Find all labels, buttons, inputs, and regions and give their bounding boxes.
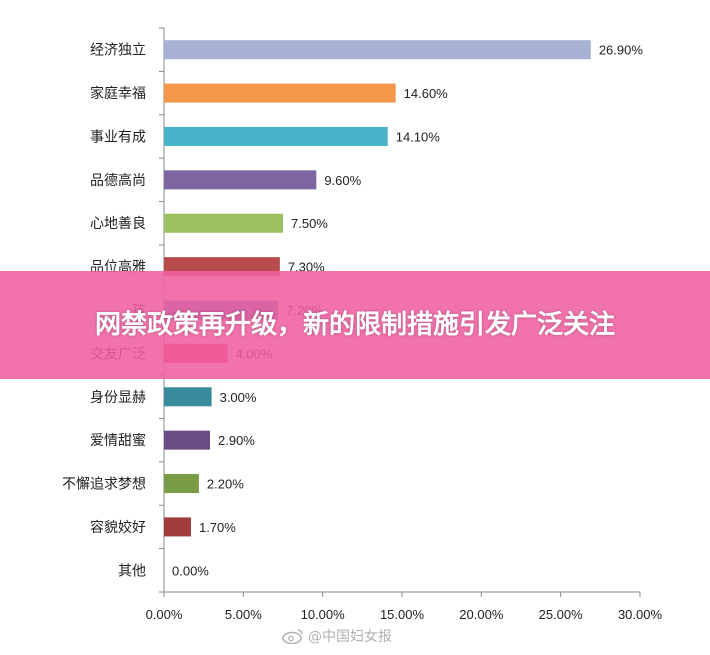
bar xyxy=(164,430,211,450)
category-label: 品德高尚 xyxy=(90,172,146,189)
category-label: 身份显赫 xyxy=(90,390,146,406)
value-label: 26.90% xyxy=(599,43,644,58)
bar xyxy=(164,170,317,190)
bar xyxy=(164,517,191,537)
bar xyxy=(164,83,396,103)
category-label: 爱情甜蜜 xyxy=(90,433,146,449)
value-label: 2.20% xyxy=(207,477,244,492)
category-label: 其他 xyxy=(118,563,146,579)
category-label: 经济独立 xyxy=(90,43,146,59)
value-label: 3.00% xyxy=(220,390,257,405)
x-tick-label: 5.00% xyxy=(225,607,262,622)
category-label: 事业有成 xyxy=(90,129,146,145)
x-tick-label: 25.00% xyxy=(539,607,584,622)
category-label: 不懈追求梦想 xyxy=(62,476,146,493)
headline-banner: 网禁政策再升级，新的限制措施引发广泛关注 xyxy=(0,271,710,379)
bar xyxy=(164,474,199,494)
value-label: 9.60% xyxy=(324,173,361,188)
value-label: 0.00% xyxy=(172,563,209,578)
x-tick-label: 30.00% xyxy=(618,607,663,622)
x-tick-label: 20.00% xyxy=(459,607,504,622)
x-tick-label: 10.00% xyxy=(301,607,346,622)
value-label: 14.60% xyxy=(404,86,449,101)
bar xyxy=(164,40,591,60)
category-label: 容貌姣好 xyxy=(90,519,146,536)
x-tick-label: 0.00% xyxy=(146,607,183,622)
value-label: 7.30% xyxy=(288,260,325,275)
category-label: 家庭幸福 xyxy=(90,85,146,102)
value-label: 7.50% xyxy=(291,216,328,231)
x-tick-label: 15.00% xyxy=(380,607,425,622)
value-label: 14.10% xyxy=(396,129,441,144)
weibo-icon xyxy=(282,629,303,644)
category-label: 心地善良 xyxy=(90,216,146,232)
headline-text: 网禁政策再升级，新的限制措施引发广泛关注 xyxy=(94,310,615,340)
watermark-text: @中国妇女报 xyxy=(308,629,392,645)
bar xyxy=(164,213,283,233)
watermark: @中国妇女报 xyxy=(282,626,392,646)
bar xyxy=(164,126,388,146)
value-label: 2.90% xyxy=(218,433,255,448)
value-label: 1.70% xyxy=(199,520,236,535)
bar xyxy=(164,387,212,407)
